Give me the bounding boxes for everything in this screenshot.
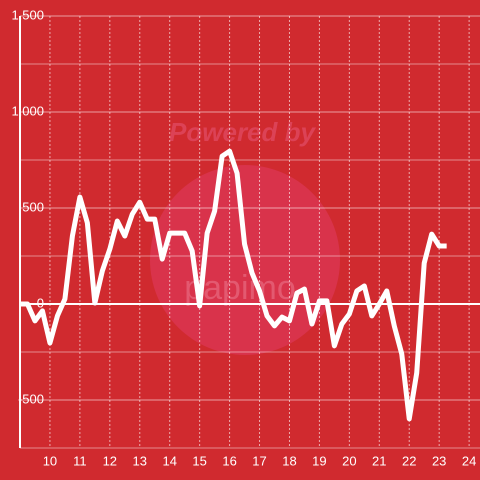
x-tick-label: 12 <box>103 453 117 468</box>
x-tick-label: 20 <box>342 453 356 468</box>
y-tick-label: 1,500 <box>11 7 44 22</box>
y-tick-label: 0 <box>37 295 44 310</box>
y-tick-label: -500 <box>18 391 44 406</box>
x-tick-label: 18 <box>282 453 296 468</box>
x-tick-label: 21 <box>372 453 386 468</box>
y-tick-label: 1,000 <box>11 103 44 118</box>
x-tick-label: 14 <box>162 453 176 468</box>
x-tick-label: 10 <box>43 453 57 468</box>
x-tick-label: 17 <box>252 453 266 468</box>
x-tick-label: 16 <box>222 453 236 468</box>
watermark-circle <box>150 165 340 355</box>
x-tick-label: 13 <box>133 453 147 468</box>
y-tick-label: 500 <box>22 199 44 214</box>
x-tick-label: 22 <box>402 453 416 468</box>
x-tick-label: 15 <box>192 453 206 468</box>
x-tick-label: 24 <box>462 453 476 468</box>
x-tick-label: 11 <box>73 453 87 468</box>
line-series <box>20 148 447 422</box>
watermark-text: Powered by <box>169 117 316 147</box>
x-tick-label: 23 <box>432 453 446 468</box>
x-tick-label: 19 <box>312 453 326 468</box>
